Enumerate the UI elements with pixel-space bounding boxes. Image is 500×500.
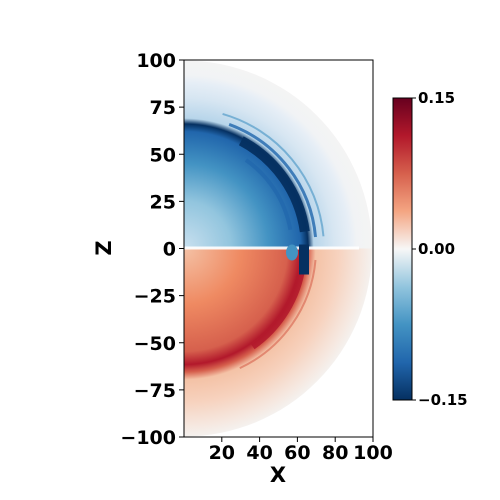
y-tick-label: 100	[136, 50, 176, 72]
y-tick-label: 75	[150, 97, 176, 119]
x-tick-label: 20	[209, 442, 235, 464]
x-axis-label: X	[270, 463, 286, 487]
y-tick-label: 0	[163, 239, 176, 261]
y-ticks: 100 75 50 25 0 −25 −50 −75 −100	[120, 50, 184, 449]
colorbar-gradient	[392, 97, 413, 401]
colorbar-tick-label: 0.15	[418, 89, 455, 107]
y-tick-label: 50	[150, 144, 176, 166]
x-tick-label: 100	[353, 442, 393, 464]
colorbar-tick-label: 0.00	[418, 240, 455, 258]
heatmap-field	[184, 60, 372, 437]
x-tick-label: 40	[246, 442, 272, 464]
y-tick-label: −100	[120, 427, 176, 449]
y-tick-label: 25	[150, 191, 176, 213]
lower-shell-arc-1	[239, 259, 317, 370]
jet-feature	[299, 244, 309, 275]
y-axis-label: Z	[92, 240, 116, 255]
upper-shell-arc-2	[222, 112, 325, 237]
colorbar-ticks: 0.15 0.00 −0.15	[412, 89, 468, 409]
lower-shell-arc-0	[251, 264, 306, 350]
x-ticks: 20 40 60 80 100	[209, 437, 393, 464]
jet-blob	[286, 244, 298, 261]
colorbar: 0.15 0.00 −0.15	[392, 89, 468, 409]
x-tick-label: 80	[322, 442, 348, 464]
upper-shell-arc-0	[238, 136, 310, 233]
y-tick-label: −50	[134, 333, 176, 355]
y-tick-label: −75	[134, 380, 176, 402]
y-tick-label: −25	[134, 286, 176, 308]
upper-shell-arc-1	[228, 123, 317, 238]
upper-shell-arc-3	[244, 158, 293, 231]
equator-streak	[184, 246, 359, 250]
colorbar-tick-label: −0.15	[418, 391, 468, 409]
x-tick-label: 60	[284, 442, 310, 464]
